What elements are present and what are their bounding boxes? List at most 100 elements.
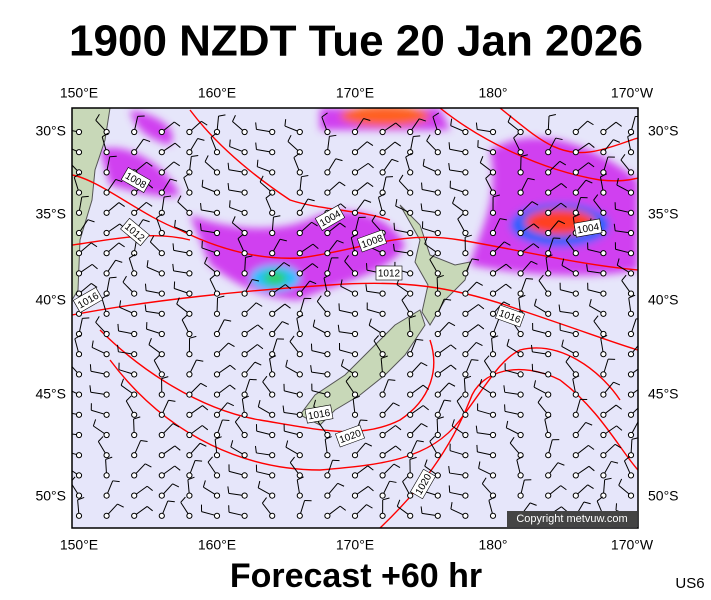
barb-flag [170,178,178,182]
barb-station [489,431,497,439]
barb-flag [229,139,231,147]
barb-flag [174,445,181,451]
barb-station [296,169,303,176]
barb-flag [66,460,68,467]
barb-flag [173,161,180,167]
barb-station [158,492,165,499]
barb-flag [585,421,593,426]
barb-station [158,250,165,257]
barb-flag [289,335,295,342]
barb-station [296,431,303,439]
barb-flag [273,215,281,218]
barb-flag [364,199,372,203]
barb-flag [395,445,402,451]
barb-flag [101,132,109,138]
barb-flag [323,274,331,279]
barb-flag [533,243,540,249]
barb-station [351,209,359,216]
barb-flag [227,402,234,407]
barb-station [351,452,359,459]
barb-station [131,512,138,519]
barb-flag [89,364,92,372]
barb-station [324,250,331,257]
barb-station [75,128,83,136]
barb-flag [143,138,151,143]
barb-flag [531,201,539,206]
barb-flag [471,258,480,261]
barb-flag [115,259,123,263]
barb-station [269,512,276,519]
barb-flag [436,274,444,279]
barb-flag [164,195,172,198]
barb-flag [588,465,595,472]
barb-flag [394,141,401,147]
barb-flag [422,384,429,390]
barb-flag [210,132,217,138]
barb-station [489,169,497,176]
barb-flag [312,263,319,269]
barb-station [296,189,303,196]
barb-station [241,492,248,499]
barb-flag [146,260,149,268]
barb-station [103,452,110,459]
barb-flag [282,321,289,325]
barb-station [517,169,524,176]
barb-station [434,169,441,176]
barb-station [600,290,607,297]
map-frame [71,107,639,529]
barb-flag [259,175,264,183]
barb-station [103,149,110,156]
barb-station [103,472,110,479]
barb-flag [611,460,619,464]
barb-station [103,169,110,176]
barb-flag [424,459,428,467]
barb-station [269,431,276,439]
contour-label-box [120,167,152,193]
barb-station [517,472,524,479]
barb-station [545,310,552,317]
barb-flag [316,295,322,302]
barb-station [517,391,524,398]
barb-flag [237,233,244,240]
barb-station [627,492,635,499]
barb-flag [229,200,231,208]
contour-label-box [335,424,365,448]
barb-station [351,270,359,277]
barb-station [103,512,110,519]
barb-flag [561,183,568,189]
barb-station [627,229,635,237]
barb-station [434,371,441,378]
barb-flag [492,194,500,198]
barb-station [627,250,635,257]
barb-flag [367,162,374,169]
barb-station [213,472,221,479]
barb-station [572,411,579,418]
barb-flag [172,263,175,271]
barb-station [379,492,386,499]
barb-station [103,209,110,216]
barb-flag [339,222,346,228]
barb-station [269,128,276,136]
barb-station [241,351,248,358]
barb-station [241,149,248,156]
barb-flag [420,203,423,211]
barb-flag [255,122,257,130]
barb-station [158,411,165,418]
barb-station [213,229,221,237]
barb-station [324,149,331,156]
barb-flag [593,194,599,201]
barb-flag [245,255,253,258]
barb-station [131,149,138,156]
barb-flag [313,399,317,407]
barb-station [462,391,469,398]
barb-station [379,290,386,297]
barb-station [131,452,138,459]
barb-station [324,512,331,519]
barb-station [158,128,165,136]
barb-flag [340,359,344,367]
barb-flag [616,178,619,186]
barb-station [75,209,83,216]
barb-flag [72,476,76,482]
barb-station [545,452,552,459]
